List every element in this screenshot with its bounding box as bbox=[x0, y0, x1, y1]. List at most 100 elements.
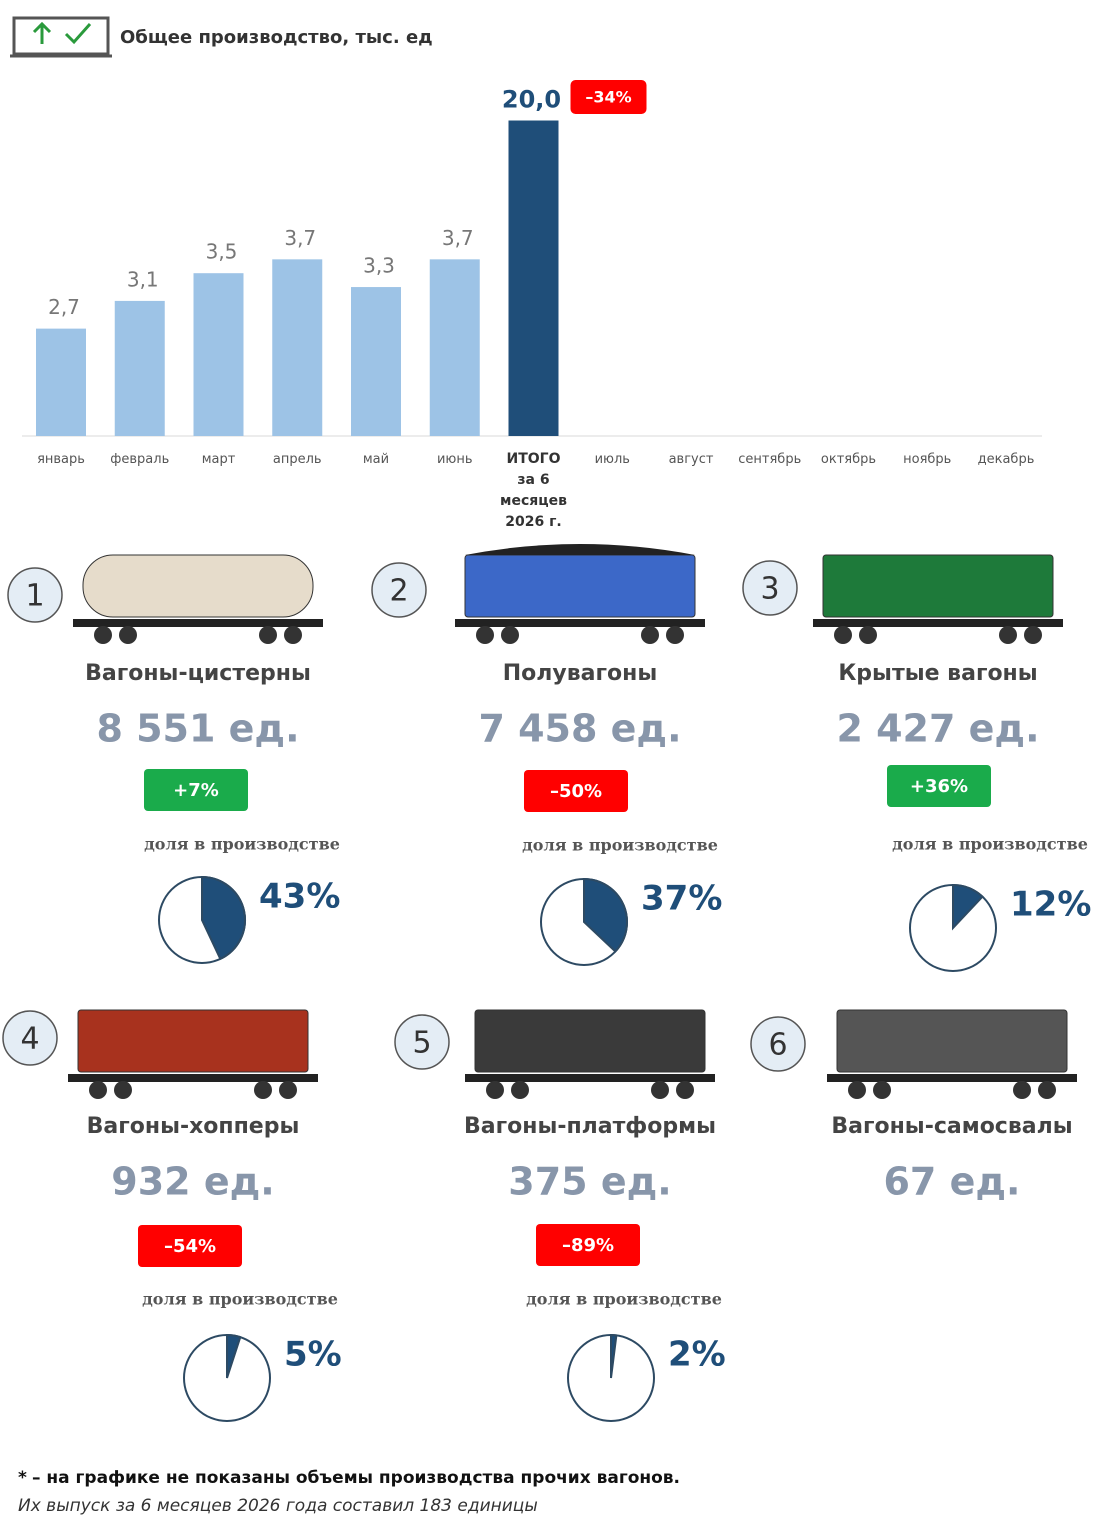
bar bbox=[508, 120, 559, 436]
wagon-count: 2 427 ед. bbox=[836, 707, 1039, 751]
pie-slice bbox=[226, 1333, 242, 1379]
wheel bbox=[476, 626, 494, 644]
change-badge bbox=[138, 1225, 242, 1267]
wagon-count: 932 ед. bbox=[111, 1160, 274, 1204]
card-number: 5 bbox=[412, 1026, 431, 1061]
x-tick-label: май bbox=[362, 452, 390, 467]
wheel bbox=[873, 1081, 891, 1099]
x-tick-label: сентябрь bbox=[738, 452, 802, 467]
annotation-badge bbox=[570, 80, 647, 114]
wheel bbox=[676, 1081, 694, 1099]
wheel bbox=[641, 626, 659, 644]
share-caption: доля в производстве bbox=[526, 1290, 722, 1309]
wheel bbox=[834, 626, 852, 644]
number-circle bbox=[371, 562, 427, 618]
wheel bbox=[651, 1081, 669, 1099]
wagon-body bbox=[822, 554, 1054, 618]
footnote: – на графике не показаны объемы производ… bbox=[32, 1468, 680, 1488]
wagon-name: Крытые вагоны bbox=[838, 661, 1037, 686]
wheel bbox=[119, 626, 137, 644]
number-circle bbox=[750, 1016, 806, 1072]
x-tick-label: январь bbox=[37, 452, 85, 467]
bar bbox=[351, 287, 401, 436]
wheel bbox=[114, 1081, 132, 1099]
wheel bbox=[259, 626, 277, 644]
bar bbox=[114, 300, 165, 436]
value-label: 3,5 bbox=[206, 240, 238, 264]
wagon-frame bbox=[465, 1074, 715, 1082]
x-tick-label: октябрь bbox=[820, 452, 877, 467]
wheel bbox=[1024, 626, 1042, 644]
wagon-body bbox=[474, 1009, 706, 1073]
x-tick-label: февраль bbox=[110, 452, 170, 467]
wagon-name: Вагоны-платформы bbox=[464, 1114, 716, 1139]
share-label: 12% bbox=[1010, 885, 1091, 925]
wagon-frame bbox=[827, 1074, 1077, 1082]
wagon-frame bbox=[68, 1074, 318, 1082]
bar bbox=[36, 328, 86, 436]
wheel bbox=[666, 626, 684, 644]
wheel bbox=[89, 1081, 107, 1099]
card-number: 1 bbox=[25, 579, 44, 614]
footnote-mark: * bbox=[18, 1468, 27, 1488]
change-badge bbox=[887, 765, 991, 807]
wagon-body bbox=[464, 554, 696, 618]
pie-slice bbox=[583, 877, 628, 953]
arrow-icon bbox=[32, 21, 52, 44]
share-label: 2% bbox=[668, 1335, 726, 1375]
change-badge bbox=[524, 770, 628, 812]
number-circle bbox=[2, 1010, 58, 1066]
value-label: 3,7 bbox=[284, 226, 316, 250]
wheel bbox=[284, 626, 302, 644]
wheel bbox=[1013, 1081, 1031, 1099]
value-label: 20,0 bbox=[502, 86, 561, 114]
wagon-load bbox=[465, 544, 695, 555]
x-tick-label: август bbox=[668, 452, 714, 467]
number-circle bbox=[394, 1014, 450, 1070]
x-tick-label: июль bbox=[594, 452, 630, 467]
wagon-frame bbox=[73, 619, 323, 627]
card-number: 4 bbox=[20, 1022, 39, 1057]
share-caption: доля в производстве bbox=[142, 1290, 338, 1309]
wheel bbox=[848, 1081, 866, 1099]
pie-slice bbox=[952, 883, 984, 931]
chart-title: Общее производство, тыс. ед bbox=[120, 27, 433, 48]
wagon-name: Вагоны-самосвалы bbox=[831, 1114, 1072, 1139]
header-icon bbox=[12, 16, 110, 56]
wagon-name: Полувагоны bbox=[503, 661, 657, 686]
x-tick-label: март bbox=[201, 452, 236, 467]
card-number: 2 bbox=[389, 574, 408, 609]
change-label: –54% bbox=[164, 1236, 216, 1257]
wagon-frame bbox=[813, 619, 1063, 627]
card-number: 6 bbox=[768, 1028, 787, 1063]
bar bbox=[272, 259, 323, 436]
value-label: 3,7 bbox=[442, 226, 474, 250]
wagon-body bbox=[77, 1009, 309, 1073]
change-badge bbox=[536, 1224, 640, 1266]
pie-slice bbox=[201, 875, 246, 961]
share-caption: доля в производстве bbox=[892, 835, 1088, 854]
wheel bbox=[1038, 1081, 1056, 1099]
wheel bbox=[254, 1081, 272, 1099]
value-label: 3,1 bbox=[127, 267, 159, 291]
wagon-name: Вагоны-хопперы bbox=[87, 1114, 300, 1139]
wheel bbox=[999, 626, 1017, 644]
x-tick-label: июнь bbox=[436, 452, 473, 467]
wheel bbox=[279, 1081, 297, 1099]
bar bbox=[193, 273, 244, 436]
share-label: 43% bbox=[259, 877, 340, 917]
value-label: 3,3 bbox=[363, 254, 395, 278]
wagon-body bbox=[836, 1009, 1068, 1073]
wagon-name: Вагоны-цистерны bbox=[85, 661, 311, 686]
check-icon bbox=[64, 23, 92, 45]
x-tick-label: апрель bbox=[272, 452, 322, 467]
change-label: –50% bbox=[550, 781, 602, 802]
wagon-count: 8 551 ед. bbox=[96, 707, 299, 751]
share-caption: доля в производстве bbox=[522, 836, 718, 855]
x-tick-label: ИТОГО за 6 месяцев 2026 г. bbox=[500, 451, 567, 530]
change-label: –89% bbox=[562, 1235, 614, 1256]
wagon-body bbox=[82, 554, 314, 618]
number-circle bbox=[7, 567, 63, 623]
